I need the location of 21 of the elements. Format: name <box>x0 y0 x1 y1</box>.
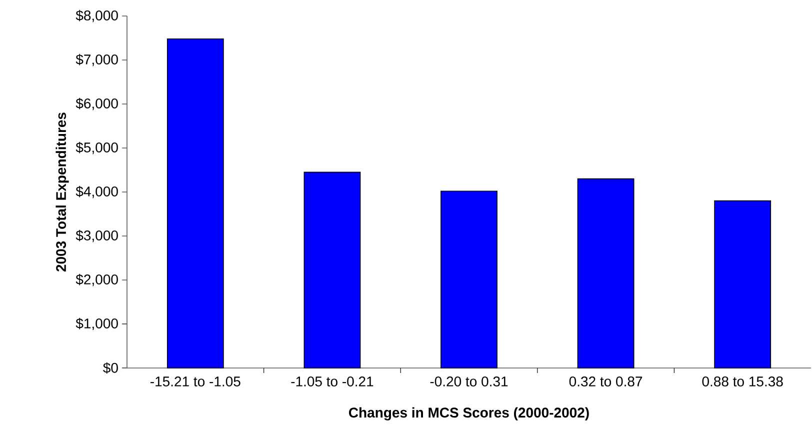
bar <box>166 38 224 368</box>
x-tick-label: -0.20 to 0.31 <box>430 376 508 386</box>
y-tick-label: $8,000 <box>76 10 118 22</box>
bar <box>440 190 498 368</box>
y-axis-title: 2003 Total Expenditures <box>56 112 69 272</box>
x-tick-label: -15.21 to -1.05 <box>150 376 240 386</box>
bar <box>304 172 361 368</box>
y-tick-label: $7,000 <box>76 54 118 66</box>
x-axis-title: Changes in MCS Scores (2000-2002) <box>348 407 589 420</box>
y-tick-label: $5,000 <box>76 142 118 154</box>
x-tick-label: -1.05 to -0.21 <box>291 376 374 386</box>
y-tick-label: $4,000 <box>76 186 118 198</box>
x-tick-label: 0.88 to 15.38 <box>702 376 783 386</box>
bar <box>714 200 772 368</box>
y-tick-label: $6,000 <box>76 98 118 110</box>
x-tick-label: 0.32 to 0.87 <box>569 376 642 386</box>
y-tick-label: $2,000 <box>76 274 118 286</box>
y-tick-label: $1,000 <box>76 318 118 330</box>
y-tick-label: $3,000 <box>76 230 118 242</box>
bar <box>577 178 634 368</box>
y-tick-label: $0 <box>103 362 118 374</box>
